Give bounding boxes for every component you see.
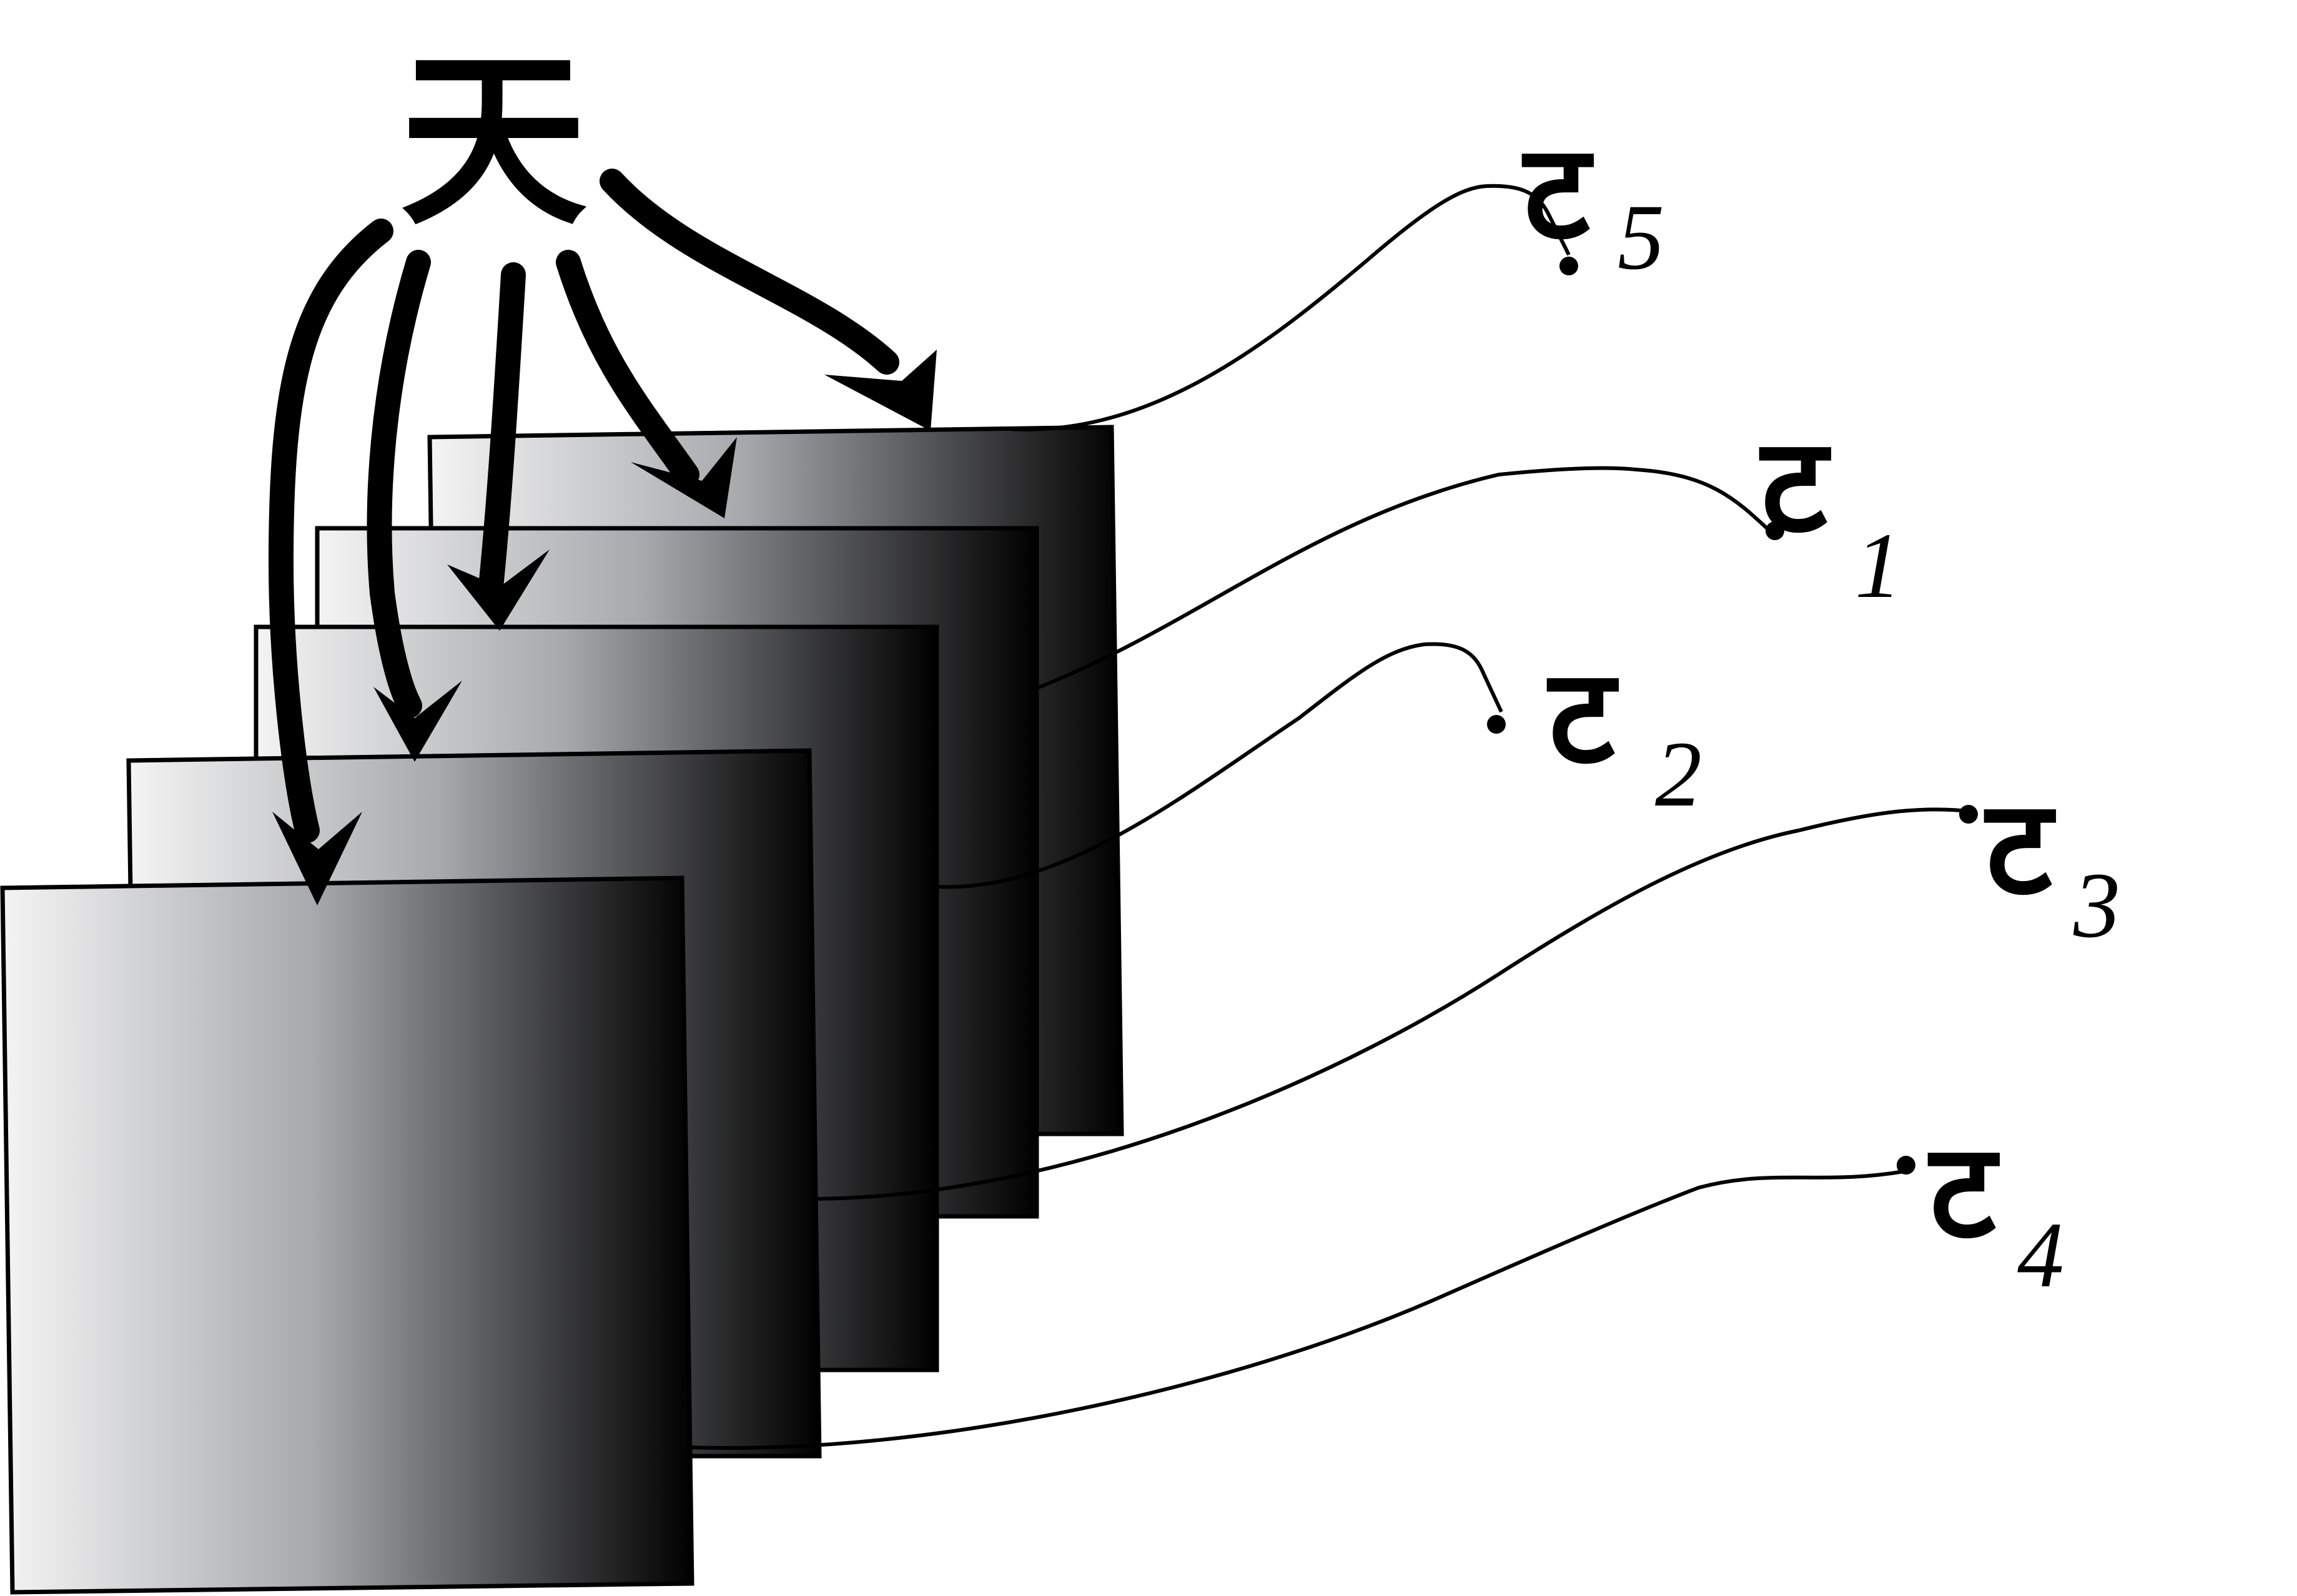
label-1-glyph: ट bbox=[1759, 408, 1832, 562]
label-2-subscript: 2 bbox=[1655, 722, 1702, 826]
leader-line-1 bbox=[1035, 466, 1776, 690]
label-4-glyph: ट bbox=[1927, 1113, 2000, 1268]
leader-dot-4 bbox=[1897, 1156, 1915, 1175]
leader-dot-5 bbox=[1559, 257, 1578, 275]
leader-dot-1 bbox=[1766, 521, 1784, 540]
leader-line-2 bbox=[936, 642, 1503, 889]
leader-dot-2 bbox=[1487, 715, 1506, 734]
label-1-subscript: 1 bbox=[1855, 514, 1902, 618]
arrow-to-panel-5 bbox=[600, 169, 937, 431]
label-4-subscript: 4 bbox=[2017, 1203, 2064, 1307]
label-5-subscript: 5 bbox=[1618, 185, 1664, 289]
label-layer-3: ट 3 bbox=[1983, 770, 2120, 957]
arrow-to-panel-2 bbox=[367, 250, 462, 762]
label-5-glyph: ट bbox=[1521, 114, 1594, 268]
label-layer-2: ट 2 bbox=[1546, 639, 1702, 826]
label-2-glyph: ट bbox=[1546, 639, 1619, 793]
arrow-to-panel-1 bbox=[268, 219, 393, 905]
arrow-to-panel-3 bbox=[447, 262, 550, 631]
label-3-subscript: 3 bbox=[2073, 854, 2120, 957]
frame-panel-1 bbox=[0, 875, 694, 1595]
label-layer-5: ट 5 bbox=[1521, 114, 1664, 289]
label-layer-1: ट 1 bbox=[1759, 408, 1902, 618]
leader-line-4 bbox=[691, 1168, 1912, 1450]
source-glyph: 天 bbox=[400, 30, 587, 250]
label-3-glyph: ट bbox=[1983, 770, 2057, 924]
leader-line-3 bbox=[816, 807, 1974, 1201]
leader-line-5 bbox=[999, 184, 1571, 431]
label-layer-4: ट 4 bbox=[1927, 1113, 2064, 1307]
leader-dot-3 bbox=[1959, 805, 1978, 824]
arrow-to-panel-4 bbox=[556, 250, 737, 518]
